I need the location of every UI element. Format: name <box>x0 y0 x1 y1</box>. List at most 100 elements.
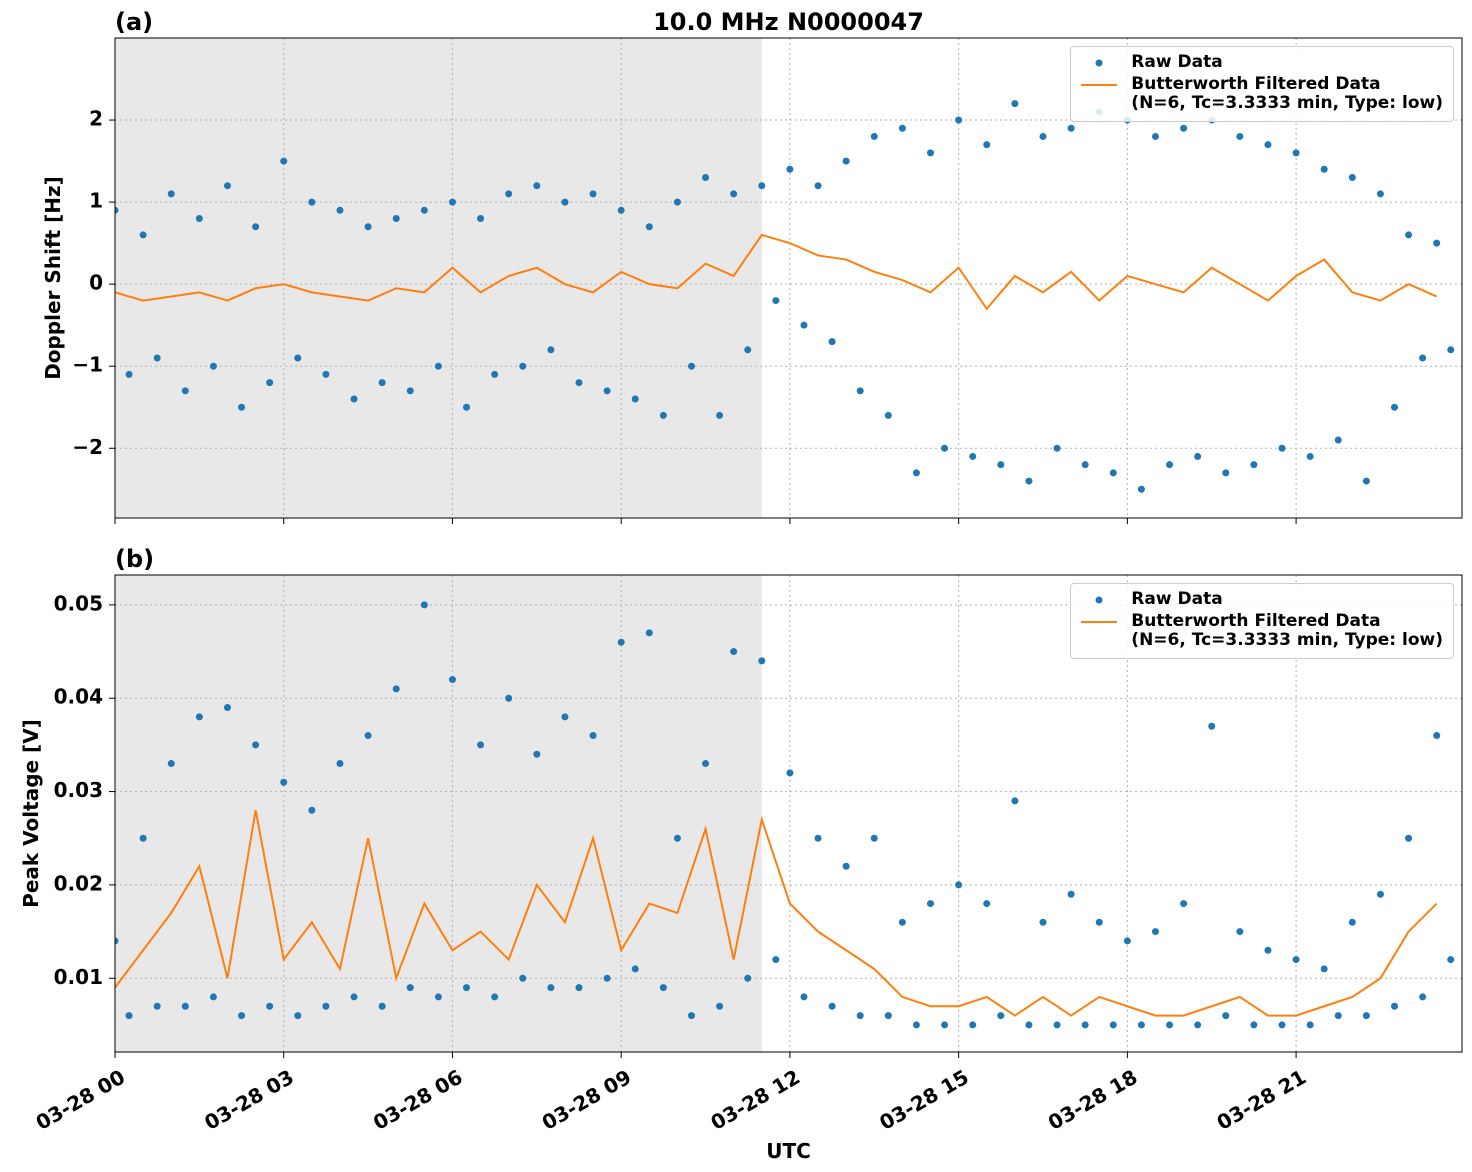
raw-point <box>181 1002 189 1010</box>
raw-point <box>125 1012 133 1020</box>
raw-point <box>870 834 878 842</box>
x-tick-label: 03-28 09 <box>538 1065 636 1135</box>
raw-point <box>772 297 780 305</box>
shaded-span <box>115 575 762 1052</box>
raw-point <box>167 190 175 198</box>
raw-point <box>898 918 906 926</box>
raw-point <box>280 157 288 165</box>
raw-point <box>1166 461 1174 469</box>
legend-key <box>1079 53 1119 73</box>
raw-point <box>828 338 836 346</box>
legend-label: Raw Data <box>1131 589 1223 609</box>
raw-point <box>153 1002 161 1010</box>
raw-point <box>1081 1021 1089 1029</box>
raw-point <box>1194 452 1202 460</box>
legend-entry: Raw Data <box>1079 53 1443 73</box>
y-tick-label: −1 <box>72 353 103 377</box>
raw-point <box>702 760 710 768</box>
raw-point <box>1053 1021 1061 1029</box>
raw-point <box>814 834 822 842</box>
y-tick-label: 0.03 <box>54 778 103 802</box>
raw-point <box>927 900 935 908</box>
raw-point <box>1334 436 1342 444</box>
y-axis-label: Peak Voltage [V] <box>19 719 43 908</box>
legend-entry: Butterworth Filtered Data (N=6, Tc=3.333… <box>1079 75 1443 113</box>
raw-point <box>884 1012 892 1020</box>
raw-point <box>673 834 681 842</box>
raw-point <box>983 900 991 908</box>
raw-point <box>195 713 203 721</box>
x-tick-label: 03-28 03 <box>200 1065 298 1135</box>
raw-point <box>322 1002 330 1010</box>
raw-point <box>364 223 372 231</box>
raw-point <box>631 965 639 973</box>
legend-dot <box>1095 596 1103 604</box>
raw-point <box>645 223 653 231</box>
y-tick-label: 0.05 <box>54 591 103 615</box>
raw-point <box>392 215 400 223</box>
raw-point <box>139 834 147 842</box>
raw-point <box>308 806 316 814</box>
raw-point <box>406 387 414 395</box>
raw-point <box>898 124 906 132</box>
raw-point <box>969 1021 977 1029</box>
raw-point <box>659 984 667 992</box>
y-tick-label: −2 <box>72 435 103 459</box>
raw-point <box>115 206 119 214</box>
raw-point <box>842 157 850 165</box>
raw-point <box>1137 1021 1145 1029</box>
x-tick-label: 03-28 00 <box>32 1065 130 1135</box>
y-tick-label: 0.02 <box>54 871 103 895</box>
raw-point <box>1278 444 1286 452</box>
raw-point <box>884 411 892 419</box>
raw-point <box>1222 1012 1230 1020</box>
raw-point <box>209 362 217 370</box>
raw-point <box>1292 956 1300 964</box>
raw-point <box>420 206 428 214</box>
raw-point <box>477 741 485 749</box>
raw-point <box>266 1002 274 1010</box>
raw-point <box>238 403 246 411</box>
legend-marker <box>1095 59 1103 67</box>
raw-point <box>786 769 794 777</box>
raw-point <box>1306 1021 1314 1029</box>
raw-point <box>139 231 147 239</box>
raw-point <box>1320 165 1328 173</box>
raw-point <box>716 1002 724 1010</box>
raw-point <box>1194 1021 1202 1029</box>
raw-point <box>115 937 119 945</box>
raw-point <box>1011 100 1019 108</box>
raw-point <box>547 346 555 354</box>
raw-point <box>912 1021 920 1029</box>
raw-point <box>1419 993 1427 1001</box>
raw-point <box>1025 1021 1033 1029</box>
legend-dot <box>1095 59 1103 67</box>
raw-point <box>716 411 724 419</box>
x-tick-label: 03-28 06 <box>369 1065 467 1135</box>
raw-point <box>589 190 597 198</box>
raw-point <box>336 206 344 214</box>
y-tick-label: 0 <box>89 271 103 295</box>
chart-title: 10.0 MHz N0000047 <box>653 8 924 36</box>
raw-point <box>744 974 752 982</box>
raw-point <box>1419 354 1427 362</box>
raw-point <box>1166 1021 1174 1029</box>
raw-point <box>181 387 189 395</box>
raw-point <box>955 881 963 889</box>
raw-point <box>1405 231 1413 239</box>
raw-point <box>842 862 850 870</box>
legend-key <box>1079 612 1119 632</box>
raw-point <box>448 676 456 684</box>
raw-point <box>519 974 527 982</box>
raw-point <box>1447 956 1455 964</box>
raw-point <box>167 760 175 768</box>
raw-point <box>617 638 625 646</box>
x-axis-label: UTC <box>766 1139 811 1163</box>
raw-point <box>1376 890 1384 898</box>
raw-point <box>434 993 442 1001</box>
raw-point <box>533 182 541 190</box>
raw-point <box>294 1012 302 1020</box>
raw-point <box>800 993 808 1001</box>
raw-point <box>1011 797 1019 805</box>
